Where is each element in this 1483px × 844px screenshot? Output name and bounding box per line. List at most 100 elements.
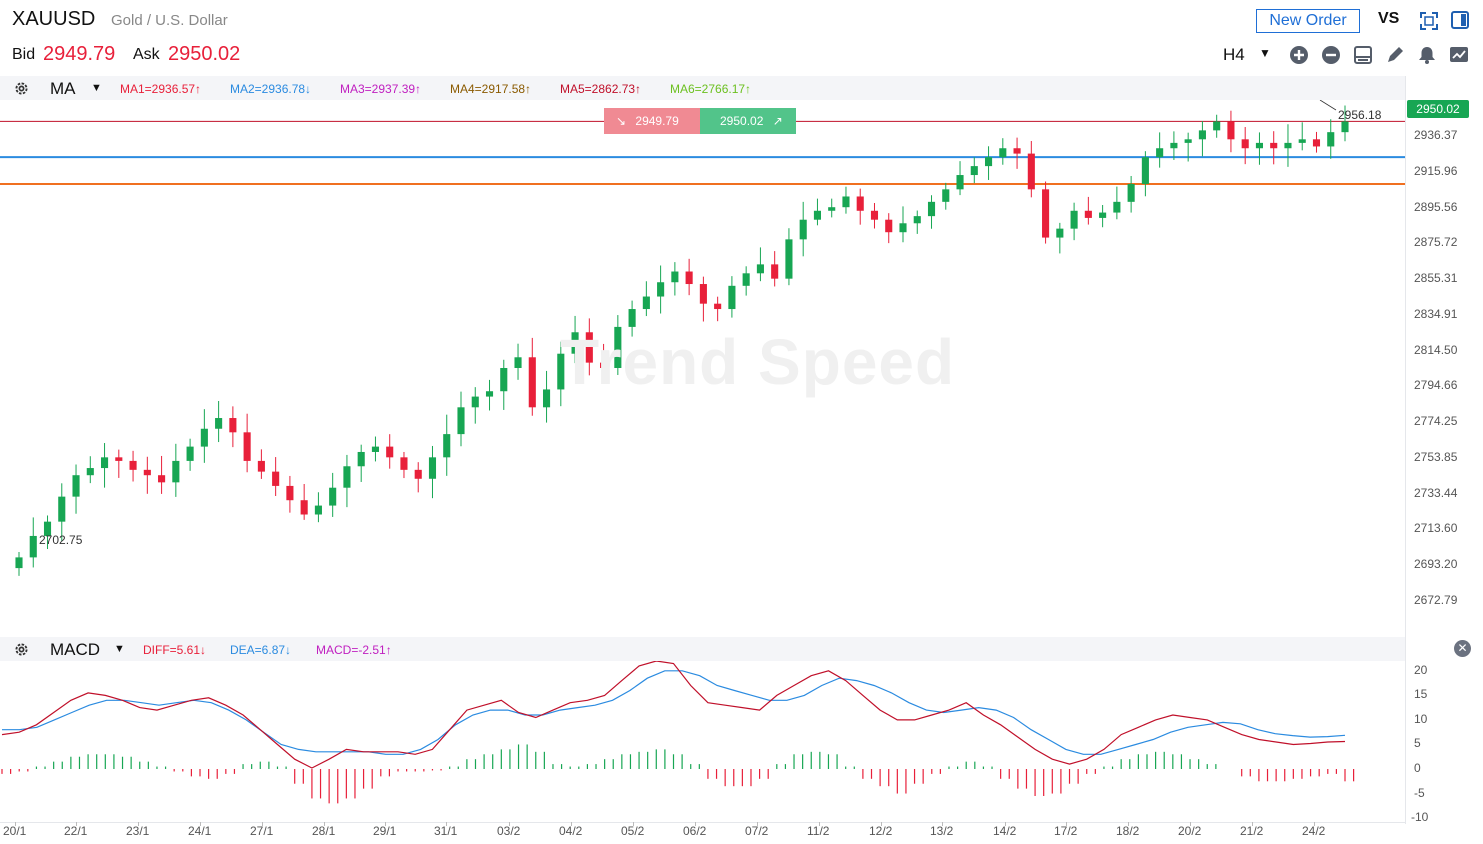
candle[interactable] [1027,140,1035,198]
chevron-down-icon[interactable]: ▼ [114,643,125,655]
candle[interactable] [286,475,294,513]
fullscreen-icon[interactable] [1419,11,1439,31]
candle[interactable] [899,206,907,243]
chevron-down-icon[interactable]: ▼ [91,82,102,94]
candle[interactable] [927,195,936,229]
candle[interactable] [1127,175,1135,213]
candle[interactable] [585,318,593,376]
candle[interactable] [913,210,921,234]
candle[interactable] [143,456,151,494]
candle[interactable] [1056,222,1064,254]
candle[interactable] [400,451,408,479]
candle[interactable] [485,379,494,411]
candle[interactable] [29,517,37,568]
candle[interactable] [685,258,693,296]
candle[interactable] [457,391,465,447]
candle[interactable] [528,337,536,416]
candle[interactable] [942,182,950,210]
candle[interactable] [842,186,850,214]
timeframe-selector[interactable]: H4 [1223,45,1245,64]
candle[interactable] [984,146,993,180]
macd-chart[interactable] [0,661,1405,823]
candle[interactable] [714,296,722,322]
candle[interactable] [885,213,893,244]
candle[interactable] [100,443,109,488]
candle[interactable] [1298,122,1306,151]
candle[interactable] [1141,151,1149,197]
settings-icon[interactable] [13,641,30,658]
candle[interactable] [1042,181,1050,244]
candle[interactable] [172,443,180,497]
candle[interactable] [314,492,322,523]
chevron-down-icon[interactable]: ▼ [1259,46,1271,60]
candle[interactable] [371,436,380,462]
candle[interactable] [15,552,23,576]
close-icon[interactable]: ✕ [1454,640,1471,657]
candle[interactable] [1227,110,1235,153]
candle[interactable] [329,472,337,517]
candle[interactable] [956,161,964,196]
candle[interactable] [785,228,793,286]
candle[interactable] [571,315,579,364]
candle[interactable] [471,387,479,424]
candle[interactable] [771,251,779,287]
candle[interactable] [742,266,750,296]
layout-icon[interactable] [1450,10,1470,30]
candle[interactable] [1255,132,1264,165]
candle[interactable] [614,315,622,375]
candle[interactable] [58,483,66,541]
candle[interactable] [1070,202,1078,241]
candle[interactable] [756,247,764,282]
zoom-out-icon[interactable] [1321,45,1341,65]
candle[interactable] [1284,124,1292,167]
ma-indicator-name[interactable]: MA [50,79,76,98]
candle[interactable] [343,454,351,508]
candle[interactable] [1341,105,1349,142]
candle[interactable] [200,409,208,463]
symbol-title[interactable]: XAUUSD [12,8,96,30]
new-order-button[interactable]: New Order [1256,9,1360,33]
candle[interactable] [1156,132,1164,168]
candle[interactable] [514,343,522,380]
candle[interactable] [357,444,365,482]
candle[interactable] [999,138,1007,165]
candle[interactable] [1198,121,1206,157]
candle[interactable] [72,464,80,514]
candle[interactable] [1327,119,1335,159]
macd-indicator-name[interactable]: MACD [50,640,101,659]
candle[interactable] [1270,131,1278,165]
candle[interactable] [386,434,394,469]
candle[interactable] [657,265,665,314]
candle[interactable] [870,202,879,229]
candle[interactable] [671,262,679,296]
draw-icon[interactable] [1385,45,1405,65]
indicator-icon[interactable] [1449,45,1469,65]
candle[interactable] [1099,204,1107,228]
bid-price-tag[interactable]: ↘ 2949.79 [604,108,700,134]
candle[interactable] [43,515,52,550]
settings-icon[interactable] [13,80,30,97]
candle[interactable] [828,198,836,218]
candle[interactable] [257,449,265,479]
candle[interactable] [86,456,94,484]
candle[interactable] [243,413,251,473]
ask-price-tag[interactable]: 2950.02 ↗ [700,108,796,134]
candle[interactable] [1184,132,1192,162]
candle[interactable] [970,157,978,184]
chart-type-icon[interactable] [1353,45,1373,65]
candle[interactable] [856,188,864,225]
candle[interactable] [1170,131,1178,160]
candle[interactable] [1084,196,1092,225]
zoom-in-icon[interactable] [1289,45,1309,65]
vs-button[interactable]: VS [1378,10,1400,27]
candle[interactable] [542,370,551,423]
candle[interactable] [642,281,650,317]
candle[interactable] [414,462,422,493]
candle[interactable] [1113,186,1121,220]
candle[interactable] [443,414,451,476]
candle[interactable] [500,359,508,410]
candle[interactable] [1213,114,1221,138]
candle[interactable] [215,401,223,443]
candle[interactable] [1241,127,1249,165]
candle[interactable] [428,445,437,499]
